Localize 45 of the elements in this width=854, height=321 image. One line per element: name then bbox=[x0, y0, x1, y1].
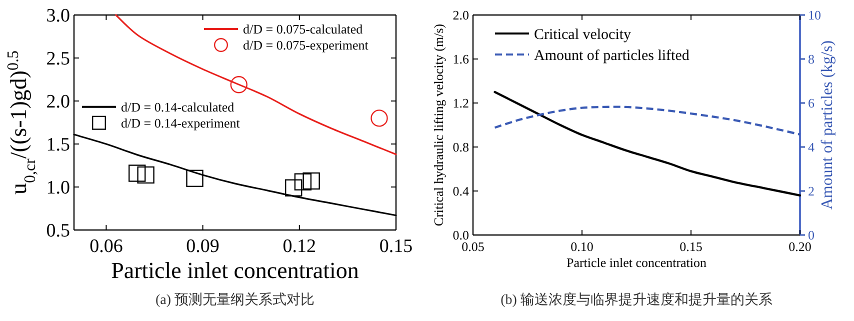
text: (b) 输送浓度与临界提升速度和提升量的关系 bbox=[500, 292, 772, 308]
x-axis-title: Particle inlet concentration bbox=[111, 258, 360, 283]
y2-tick-label: 8 bbox=[808, 52, 814, 67]
x-tick-label: 0.10 bbox=[570, 239, 594, 254]
line-series bbox=[494, 106, 802, 136]
x-tick-label: 0.15 bbox=[379, 236, 413, 257]
point bbox=[186, 170, 204, 187]
point bbox=[137, 166, 154, 184]
y-tick-label: 0.8 bbox=[452, 140, 469, 155]
point bbox=[230, 76, 248, 94]
point bbox=[294, 173, 312, 190]
point bbox=[285, 179, 302, 196]
y2-tick-label: 6 bbox=[808, 96, 815, 111]
y2-axis-title: Amount of particles (kg/s) bbox=[819, 40, 836, 210]
x-axis-title: Particle inlet concentration bbox=[566, 255, 708, 270]
legend-label: Amount of particles lifted bbox=[534, 48, 690, 64]
point bbox=[370, 110, 388, 127]
y-tick-label: 2.0 bbox=[46, 92, 70, 113]
y-tick-label: 1.5 bbox=[46, 134, 70, 156]
y-tick-label: 2.0 bbox=[452, 8, 469, 23]
x-tick-label: 0.09 bbox=[186, 236, 220, 257]
legend-label: d/D = 0.075-calculated bbox=[243, 22, 364, 37]
y2-tick-label: 2 bbox=[808, 184, 814, 199]
legend-label: d/D = 0.075-experiment bbox=[243, 38, 369, 53]
point bbox=[128, 164, 146, 182]
line-series bbox=[494, 90, 802, 196]
y-tick-label: 2.5 bbox=[46, 48, 70, 70]
y-tick-label: 0.4 bbox=[452, 184, 470, 199]
y-tick-label: 0.5 bbox=[46, 220, 70, 242]
y-tick-label: 3.0 bbox=[46, 6, 70, 27]
y-tick-label: 1.2 bbox=[452, 96, 469, 111]
y-tick-label: 1.6 bbox=[452, 52, 470, 67]
line-series bbox=[115, 14, 397, 156]
y-axis-title: Critical hydraulic lifting velocity (m/s) bbox=[431, 24, 446, 226]
point bbox=[302, 172, 320, 190]
legend-label: Critical velocity bbox=[534, 26, 632, 43]
legend-label: d/D = 0.14-experiment bbox=[121, 115, 240, 130]
legend-label: d/D = 0.14-calculated bbox=[121, 99, 235, 114]
x-tick-label: 0.06 bbox=[90, 236, 123, 257]
y2-tick-label: 4 bbox=[808, 140, 815, 155]
x-tick-label: 0.15 bbox=[680, 239, 702, 254]
x-tick-label: 0.12 bbox=[282, 236, 316, 257]
text: (a) 预测无量纲关系式对比 bbox=[155, 292, 315, 308]
y-tick-label: 1.0 bbox=[46, 178, 70, 199]
y2-tick-label: 10 bbox=[808, 8, 821, 23]
